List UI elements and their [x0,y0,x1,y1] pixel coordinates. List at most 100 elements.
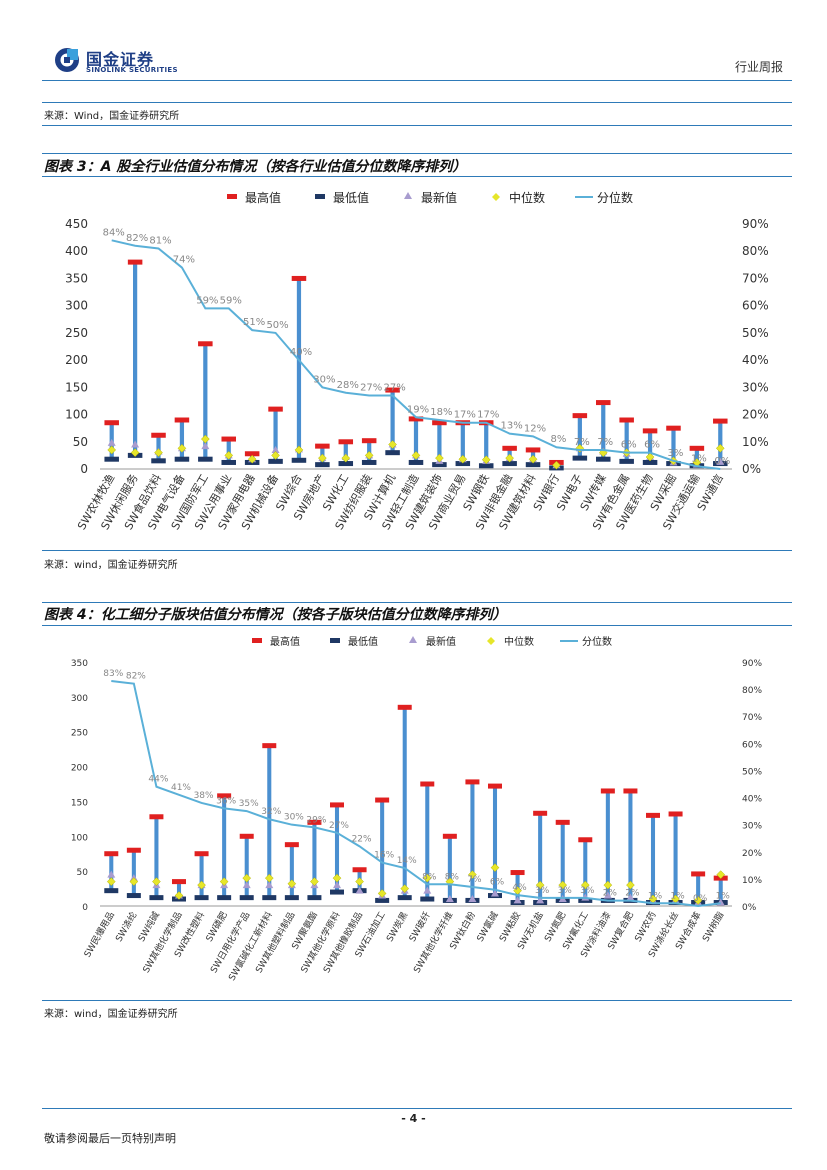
figure3-title: 图表 3：A 股全行业估值分布情况（按各行业估值分位数降序排列） [44,159,467,175]
median-marker [310,877,319,886]
median-marker [200,434,210,444]
y-tick-label: 100 [65,408,88,422]
y-tick-label: 150 [65,380,88,394]
max-marker [572,413,588,419]
figure4-title: 图表 4：化工细分子版块估值分布情况（按各子版块估值分位数降序排列） [44,607,507,623]
percentile-label: 50% [266,320,288,331]
legend-label: 最高值 [270,635,300,648]
range-bar [538,813,543,903]
percentile-label: 19% [407,404,429,415]
percentile-label: 3% [535,886,550,896]
median-marker [174,891,184,900]
median-marker [130,448,140,458]
median-marker [716,870,726,879]
min-marker [315,462,330,468]
divider [42,153,792,154]
median-marker [490,863,500,873]
median-marker [264,873,274,883]
median-marker [552,460,561,470]
range-bar [222,795,227,898]
median-marker [107,445,117,455]
min-marker [262,895,277,901]
percentile-line [111,679,721,908]
percentile-label: 40% [290,347,312,358]
percentile-label: 81% [149,236,171,247]
category-label: SW树脂 [700,910,727,944]
percentile-label: 13% [501,421,523,432]
percentile-label: 38% [194,791,214,801]
max-marker [330,802,344,808]
percentile-label: 36% [216,796,236,806]
median-marker [535,880,545,890]
min-marker [408,459,424,465]
range-bar [583,839,588,901]
y2-tick-label: 0% [742,462,761,476]
min-marker [149,895,164,901]
median-marker [505,453,514,463]
percentile-label: 2% [625,889,640,899]
percentile-label: 8% [445,872,460,882]
max-marker [619,417,634,423]
median-marker [154,448,163,458]
legend-label: 分位数 [582,635,612,648]
range-bar [673,813,678,903]
latest-marker [131,440,140,448]
range-bar [650,815,656,903]
range-bar [179,420,185,460]
percentile-label: 41% [171,783,191,793]
percentile-label: 6% [490,878,505,888]
max-marker [465,779,480,785]
latest-marker [107,870,116,878]
median-marker [287,879,297,889]
latest-marker [491,889,499,897]
max-marker [315,443,330,449]
percentile-label: 84% [103,227,125,238]
divider [42,176,792,177]
latest-marker [107,438,116,446]
median-marker [332,873,342,883]
median-marker [271,451,280,460]
latest-marker [271,445,280,453]
percentile-label: 59% [196,295,218,306]
percentile-label: 1% [691,453,707,464]
category-label: SW炭黑 [384,910,410,944]
min-marker [338,461,354,467]
divider [42,125,792,126]
percentile-label: 74% [173,255,195,266]
percentile-label: 16% [374,851,394,861]
figure3-chart: 0 50 100 150 200 250 300 350 400 450 0% 10% 20% 30% 40… [65,190,769,532]
median-marker [242,873,252,883]
max-marker [525,447,541,453]
range-bar [154,816,159,898]
min-marker [330,889,344,895]
y2-tick-label: 50% [742,767,762,777]
range-bar [718,878,723,903]
range-bar [425,784,430,900]
median-marker [481,455,491,465]
category-label: SW氯碱 [474,910,501,944]
legend-label: 最新值 [426,635,456,648]
category-label: SW粘胶 [496,910,523,944]
divider [42,625,792,626]
range-bar [244,836,249,898]
range-bar [447,836,452,901]
range-bar [133,262,138,456]
range-bar [380,800,385,901]
range-bar [334,804,340,893]
range-bar [131,850,136,896]
percentile-label: 2% [603,889,618,899]
median-marker [528,454,538,464]
min-marker [455,461,471,467]
y-tick-label: 450 [65,217,88,231]
min-marker [126,893,141,899]
y2-tick-label: 40% [742,795,762,805]
max-marker [262,743,277,749]
max-marker [291,275,307,281]
latest-marker [333,881,341,889]
min-marker [432,462,447,468]
min-marker [198,456,213,462]
y2-tick-label: 40% [742,353,769,367]
y-tick-label: 200 [71,764,88,774]
y-tick-label: 350 [71,659,88,669]
min-marker [385,450,400,456]
